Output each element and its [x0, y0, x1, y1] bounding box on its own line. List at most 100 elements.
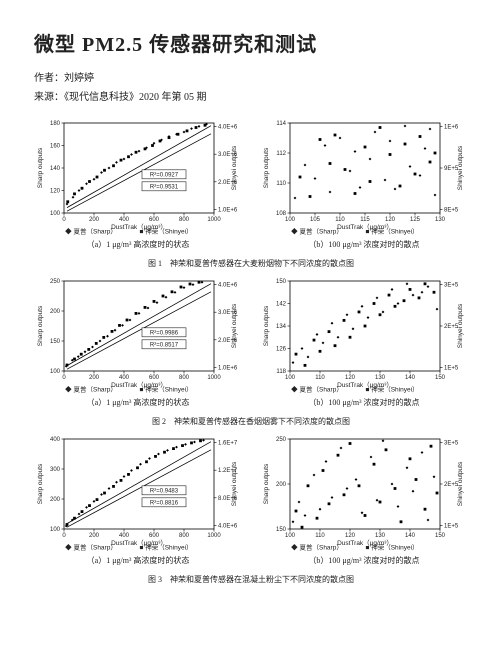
- svg-text:100: 100: [50, 527, 61, 533]
- svg-text:105: 105: [310, 217, 321, 223]
- svg-text:250: 250: [50, 279, 61, 285]
- svg-text:134: 134: [276, 324, 287, 330]
- svg-text:R²=0.0927: R²=0.0927: [150, 173, 179, 179]
- panel-1b: 1001051101151201251301081101121148E+59E+…: [260, 117, 468, 235]
- svg-text:Sharp outputs: Sharp outputs: [263, 147, 270, 188]
- svg-text:8E+5: 8E+5: [444, 207, 459, 213]
- author-label: 作者：: [34, 73, 64, 84]
- svg-text:R²=0.8816: R²=0.8816: [150, 501, 179, 507]
- svg-text:Sharp outputs: Sharp outputs: [263, 463, 270, 504]
- svg-text:150: 150: [50, 339, 61, 345]
- svg-text:108: 108: [276, 211, 287, 217]
- figure-row-2: 020040060080010001001502002501.0E+62.0E+…: [34, 275, 468, 393]
- svg-text:130: 130: [435, 217, 446, 223]
- figure-2-caption: 图 2 神荣和夏普传感器在香烟烟雾下不同浓度的散点图: [34, 416, 468, 427]
- svg-text:R²=0.9531: R²=0.9531: [150, 185, 179, 191]
- panel-3a-subcaption: （a）1 μg/m³ 高浓度时的状态: [34, 555, 242, 566]
- figure-3-caption: 图 3 神荣和夏普传感器在混凝土粉尘下不同浓度的散点图: [34, 574, 468, 585]
- svg-text:120: 120: [385, 217, 396, 223]
- svg-text:118: 118: [276, 369, 286, 375]
- panel-2b-subcaption: （b）100 μg/m³ 浓度对时的散点: [260, 397, 468, 408]
- figure-1-caption: 图 1 神荣和夏普传感器在大麦粉烟物下不同浓度的散点图: [34, 258, 468, 269]
- svg-text:Sharp outputs: Sharp outputs: [37, 305, 44, 346]
- svg-text:R²=0.8517: R²=0.8517: [150, 343, 179, 349]
- svg-text:800: 800: [179, 375, 190, 381]
- svg-text:0: 0: [62, 533, 66, 539]
- svg-text:4.0E+6: 4.0E+6: [218, 523, 238, 529]
- svg-text:600: 600: [149, 533, 160, 539]
- svg-text:200: 200: [50, 497, 61, 503]
- svg-text:◆ 夏普（Sharp）: ◆ 夏普（Sharp）: [291, 543, 343, 552]
- panel-1b-subcaption: （b）100 μg/m³ 浓度对时的散点: [260, 239, 468, 250]
- svg-text:200: 200: [276, 482, 287, 488]
- svg-text:600: 600: [149, 217, 160, 223]
- svg-text:Shinyei outputs: Shinyei outputs: [457, 461, 464, 506]
- svg-text:120: 120: [345, 533, 356, 539]
- svg-text:150: 150: [276, 527, 287, 533]
- svg-text:1.0E+6: 1.0E+6: [218, 365, 238, 371]
- svg-text:■ 神荣（Shinyei）: ■ 神荣（Shinyei）: [139, 227, 192, 236]
- svg-text:1.0E+6: 1.0E+6: [218, 207, 238, 213]
- svg-text:0: 0: [62, 217, 66, 223]
- svg-text:1000: 1000: [207, 533, 221, 539]
- svg-text:■ 神荣（Shinyei）: ■ 神荣（Shinyei）: [365, 227, 418, 236]
- svg-text:150: 150: [435, 533, 446, 539]
- svg-text:110: 110: [315, 533, 325, 539]
- svg-text:Shinyei outputs: Shinyei outputs: [457, 145, 464, 190]
- svg-text:100: 100: [285, 217, 296, 223]
- panel-2b: 1001101201301401501181261341421501E+52E+…: [260, 275, 468, 393]
- svg-text:110: 110: [335, 217, 345, 223]
- svg-text:200: 200: [89, 533, 100, 539]
- svg-text:■ 神荣（Shinyei）: ■ 神荣（Shinyei）: [365, 543, 418, 552]
- source-line: 来源：《现代信息科技》2020 年第 05 期: [34, 88, 468, 103]
- svg-text:R²=0.9483: R²=0.9483: [150, 489, 179, 495]
- panel-2a-subcaption: （a）1 μg/m³ 高浓度时的状态: [34, 397, 242, 408]
- svg-text:250: 250: [276, 437, 287, 443]
- svg-text:140: 140: [405, 375, 416, 381]
- svg-text:100: 100: [50, 369, 61, 375]
- svg-text:1E+5: 1E+5: [444, 365, 459, 371]
- svg-text:R²=0.9986: R²=0.9986: [150, 331, 179, 337]
- svg-text:1000: 1000: [207, 217, 221, 223]
- svg-text:Shinyei outputs: Shinyei outputs: [457, 303, 464, 348]
- svg-text:■ 神荣（Shinyei）: ■ 神荣（Shinyei）: [139, 543, 192, 552]
- svg-text:■ 神荣（Shinyei）: ■ 神荣（Shinyei）: [139, 385, 192, 394]
- figure-row-1: 020040060080010001001201401601801.0E+62.…: [34, 117, 468, 235]
- subcaption-row-3: （a）1 μg/m³ 高浓度时的状态 （b）100 μg/m³ 浓度对时的散点: [34, 553, 468, 572]
- svg-text:3E+5: 3E+5: [444, 283, 459, 289]
- svg-text:200: 200: [50, 309, 61, 315]
- svg-text:200: 200: [89, 217, 100, 223]
- svg-text:1E+5: 1E+5: [444, 523, 459, 529]
- svg-text:Shinyei outputs: Shinyei outputs: [231, 303, 238, 348]
- svg-text:180: 180: [50, 121, 61, 127]
- svg-text:800: 800: [179, 533, 190, 539]
- svg-text:400: 400: [119, 217, 130, 223]
- svg-text:130: 130: [375, 533, 386, 539]
- svg-text:1.6E+7: 1.6E+7: [218, 441, 238, 447]
- panel-1a: 020040060080010001001201401601801.0E+62.…: [34, 117, 242, 235]
- svg-text:■ 神荣（Shinyei）: ■ 神荣（Shinyei）: [365, 385, 418, 394]
- svg-text:1E+6: 1E+6: [444, 125, 459, 131]
- svg-text:120: 120: [345, 375, 356, 381]
- panel-3a: 020040060080010001002003004004.0E+68.0E+…: [34, 433, 242, 551]
- author-name: 刘婷婷: [64, 73, 94, 84]
- svg-text:1000: 1000: [207, 375, 221, 381]
- svg-text:Sharp outputs: Sharp outputs: [37, 463, 44, 504]
- svg-text:Sharp outputs: Sharp outputs: [37, 147, 44, 188]
- svg-text:142: 142: [276, 302, 287, 308]
- svg-text:◆ 夏普（Sharp）: ◆ 夏普（Sharp）: [65, 227, 117, 236]
- svg-text:4.0E+6: 4.0E+6: [218, 283, 238, 289]
- subcaption-row-1: （a）1 μg/m³ 高浓度时的状态 （b）100 μg/m³ 浓度对时的散点: [34, 237, 468, 256]
- svg-text:112: 112: [276, 151, 286, 157]
- svg-text:100: 100: [285, 533, 296, 539]
- svg-text:Shinyei outputs: Shinyei outputs: [231, 461, 238, 506]
- panel-2a: 020040060080010001001502002501.0E+62.0E+…: [34, 275, 242, 393]
- svg-text:3E+5: 3E+5: [444, 441, 459, 447]
- panel-3b: 1001101201301401501502002501E+52E+53E+5D…: [260, 433, 468, 551]
- svg-text:0: 0: [62, 375, 66, 381]
- subcaption-row-2: （a）1 μg/m³ 高浓度时的状态 （b）100 μg/m³ 浓度对时的散点: [34, 395, 468, 414]
- source-label: 来源：: [34, 92, 64, 103]
- svg-text:140: 140: [50, 166, 61, 172]
- svg-text:400: 400: [50, 437, 61, 443]
- svg-text:◆ 夏普（Sharp）: ◆ 夏普（Sharp）: [65, 543, 117, 552]
